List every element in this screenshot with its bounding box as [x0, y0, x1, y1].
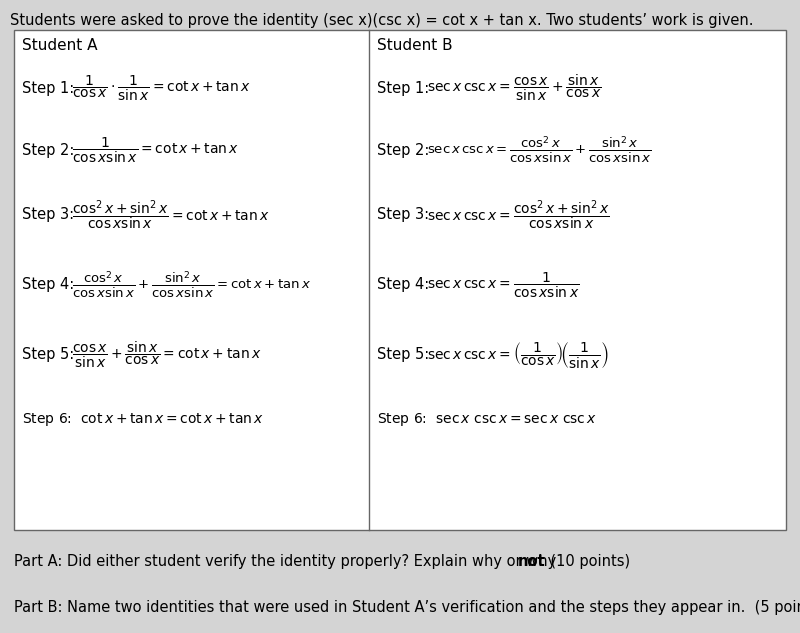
Text: Step 1:: Step 1:: [377, 80, 430, 96]
Text: $\mathrm{sec}\,x\,\mathrm{csc}\,x = \dfrac{1}{\cos x \sin x}$: $\mathrm{sec}\,x\,\mathrm{csc}\,x = \dfr…: [427, 270, 579, 299]
Text: Students were asked to prove the identity (sec x)(csc x) = cot x + tan x. Two st: Students were asked to prove the identit…: [10, 13, 754, 28]
Text: $\mathrm{sec}\,x\,\mathrm{csc}\,x = \left(\dfrac{1}{\cos x}\right)\!\left(\dfrac: $\mathrm{sec}\,x\,\mathrm{csc}\,x = \lef…: [427, 340, 609, 370]
Text: Part B: Name two identities that were used in Student A’s verification and the s: Part B: Name two identities that were us…: [14, 600, 800, 615]
Text: Step 4:: Step 4:: [377, 277, 430, 292]
Text: $\mathrm{sec}\,x\,\mathrm{csc}\,x = \dfrac{\cos^2 x}{\cos x \sin x} + \dfrac{\si: $\mathrm{sec}\,x\,\mathrm{csc}\,x = \dfr…: [427, 135, 652, 165]
Text: . (10 points): . (10 points): [541, 554, 630, 569]
Text: Step 3:: Step 3:: [22, 208, 74, 223]
Text: Step 6:  $\mathrm{cot}\,x + \mathrm{tan}\,x = \mathrm{cot}\,x + \mathrm{tan}\,x$: Step 6: $\mathrm{cot}\,x + \mathrm{tan}\…: [22, 411, 264, 429]
Text: Step 5:: Step 5:: [22, 348, 74, 363]
Text: Step 5:: Step 5:: [377, 348, 430, 363]
Text: $\dfrac{1}{\cos x} \cdot \dfrac{1}{\sin x} = \mathrm{cot}\,x + \mathrm{tan}\,x$: $\dfrac{1}{\cos x} \cdot \dfrac{1}{\sin …: [72, 73, 251, 103]
Text: Step 6:  $\mathrm{sec}\,x\ \mathrm{csc}\,x = \mathrm{sec}\,x\ \mathrm{csc}\,x$: Step 6: $\mathrm{sec}\,x\ \mathrm{csc}\,…: [377, 411, 597, 429]
Text: $\dfrac{\cos^2 x + \sin^2 x}{\cos x \sin x} = \mathrm{cot}\,x + \mathrm{tan}\,x$: $\dfrac{\cos^2 x + \sin^2 x}{\cos x \sin…: [72, 198, 270, 232]
Text: Part A: Did either student verify the identity properly? Explain why or why: Part A: Did either student verify the id…: [14, 554, 561, 569]
Text: not: not: [518, 554, 546, 569]
Text: $\dfrac{\cos^2 x}{\cos x \sin x} + \dfrac{\sin^2 x}{\cos x \sin x} = \mathrm{cot: $\dfrac{\cos^2 x}{\cos x \sin x} + \dfra…: [72, 270, 311, 301]
Text: $\mathrm{sec}\,x\,\mathrm{csc}\,x = \dfrac{\cos^2 x + \sin^2 x}{\cos x \sin x}$: $\mathrm{sec}\,x\,\mathrm{csc}\,x = \dfr…: [427, 198, 610, 232]
Text: $\dfrac{\cos x}{\sin x} + \dfrac{\sin x}{\cos x} = \mathrm{cot}\,x + \mathrm{tan: $\dfrac{\cos x}{\sin x} + \dfrac{\sin x}…: [72, 340, 262, 370]
Bar: [14, 30, 786, 530]
Text: Step 2:: Step 2:: [377, 142, 430, 158]
Text: Step 3:: Step 3:: [377, 208, 429, 223]
Text: Step 1:: Step 1:: [22, 80, 74, 96]
Text: Student A: Student A: [22, 38, 98, 53]
Text: Step 4:: Step 4:: [22, 277, 74, 292]
Text: Student B: Student B: [377, 38, 453, 53]
Text: Step 2:: Step 2:: [22, 142, 74, 158]
Text: $\mathrm{sec}\,x\,\mathrm{csc}\,x = \dfrac{\cos x}{\sin x} + \dfrac{\sin x}{\cos: $\mathrm{sec}\,x\,\mathrm{csc}\,x = \dfr…: [427, 73, 602, 103]
Text: $\dfrac{1}{\cos x \sin x} = \mathrm{cot}\,x + \mathrm{tan}\,x$: $\dfrac{1}{\cos x \sin x} = \mathrm{cot}…: [72, 135, 239, 165]
